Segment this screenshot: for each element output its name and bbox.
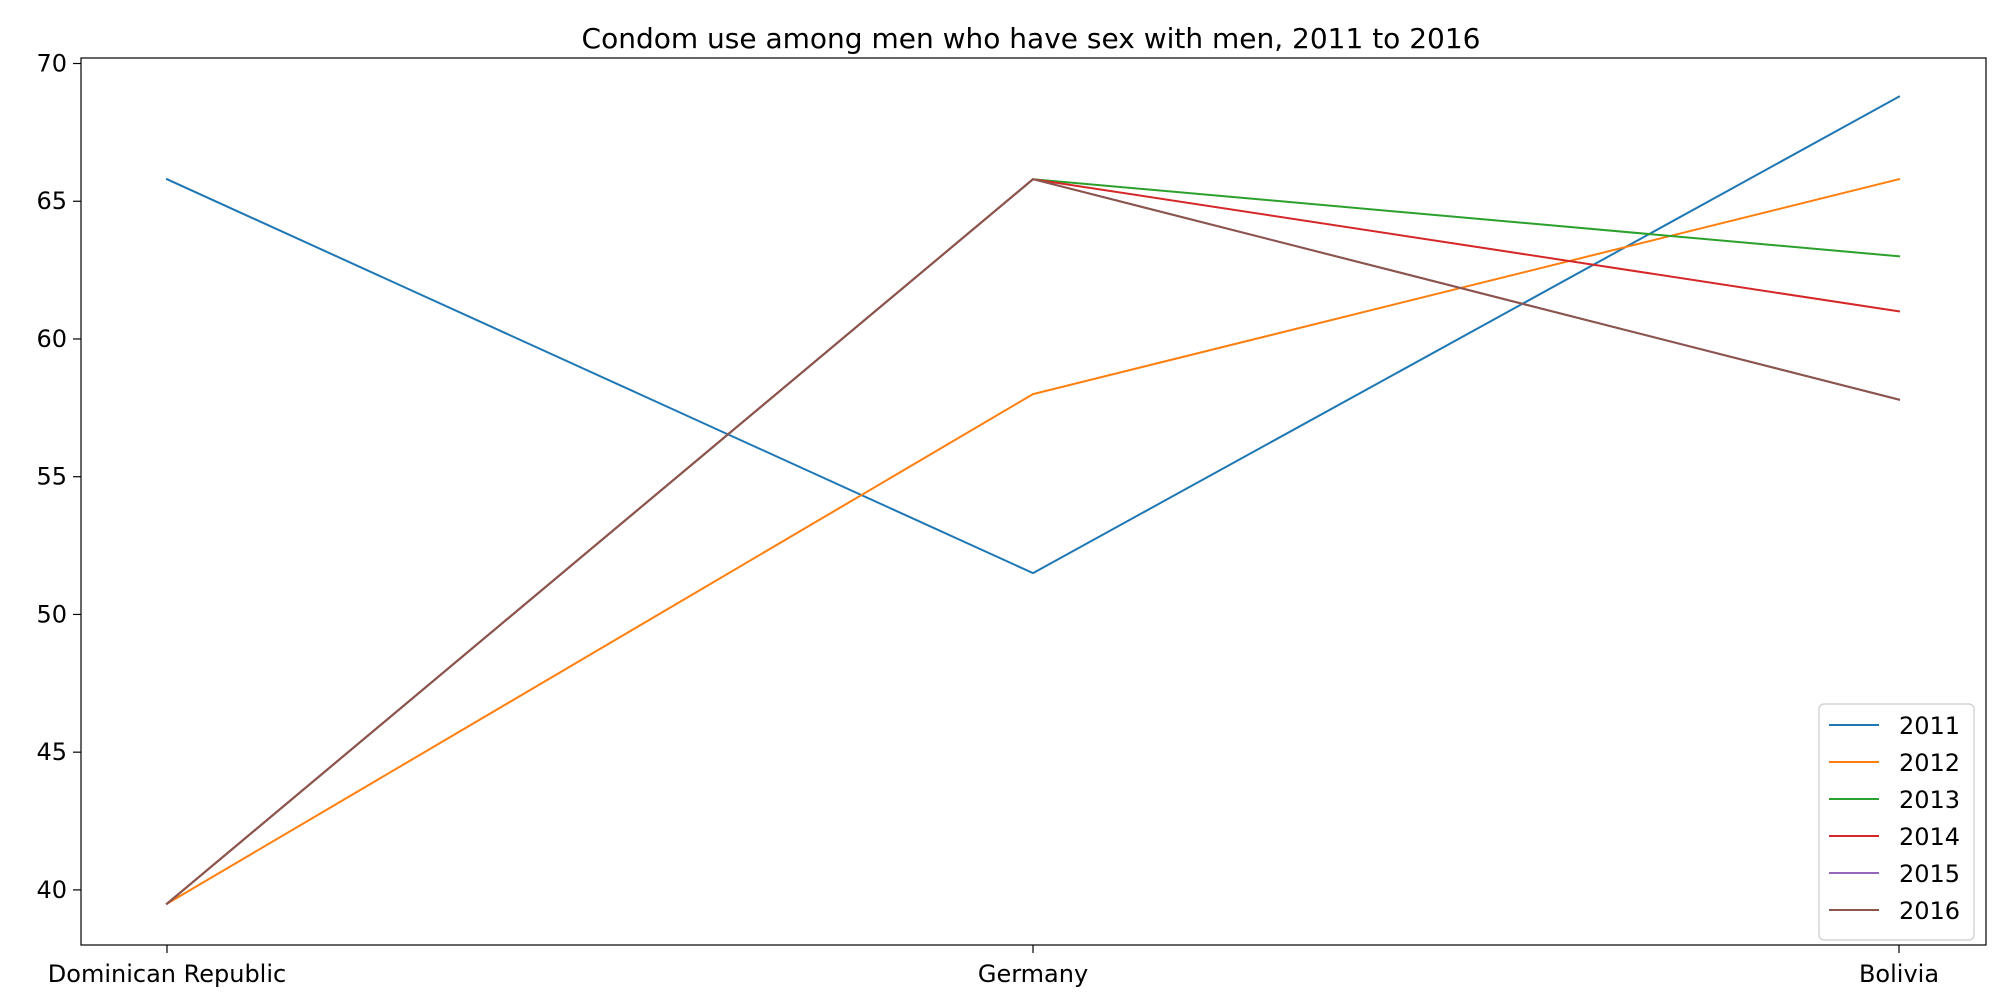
legend-label-2014: 2014 bbox=[1899, 823, 1960, 851]
series-line-2016 bbox=[165, 178, 1901, 906]
series-line-2013 bbox=[165, 178, 1901, 906]
y-tick-label: 65 bbox=[36, 187, 67, 215]
series-line-2012 bbox=[165, 177, 1901, 906]
y-tick-label: 40 bbox=[36, 876, 67, 904]
legend-label-2013: 2013 bbox=[1899, 786, 1960, 814]
y-tick-label: 45 bbox=[36, 738, 67, 766]
series-line-2015 bbox=[165, 178, 1901, 906]
y-tick-label: 60 bbox=[36, 325, 67, 353]
axes: Dominican Republic Germany Bolivia 40 45 50 55… bbox=[36, 50, 1987, 988]
y-tick-label: 55 bbox=[36, 463, 67, 491]
y-tick-label: 50 bbox=[36, 600, 67, 628]
x-tick-label: Bolivia bbox=[1859, 960, 1939, 988]
y-tick-label: 70 bbox=[36, 50, 67, 78]
legend-label-2015: 2015 bbox=[1899, 860, 1960, 888]
x-tick-label: Germany bbox=[978, 960, 1088, 988]
plot-frame bbox=[80, 57, 1987, 946]
legend-label-2016: 2016 bbox=[1899, 897, 1960, 925]
legend-label-2011: 2011 bbox=[1899, 712, 1960, 740]
chart-title: Condom use among men who have sex with m… bbox=[582, 22, 1481, 55]
series-line-2011 bbox=[165, 95, 1901, 575]
x-tick-label: Dominican Republic bbox=[48, 960, 286, 988]
series-line-2014 bbox=[165, 178, 1901, 906]
legend-label-2012: 2012 bbox=[1899, 749, 1960, 777]
plot-area bbox=[165, 95, 1901, 906]
legend: 2011 2012 2013 2014 2015 2016 bbox=[1818, 703, 1975, 941]
